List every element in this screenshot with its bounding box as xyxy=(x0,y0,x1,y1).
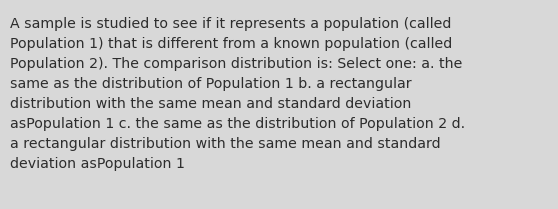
Text: A sample is studied to see if it represents a population (called
Population 1) t: A sample is studied to see if it represe… xyxy=(10,17,465,171)
